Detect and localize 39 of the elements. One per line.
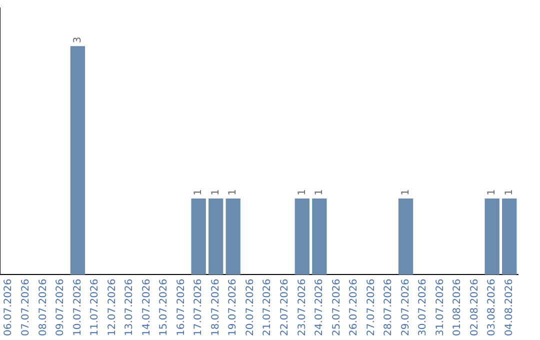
x-tick-label: 25.07.2026 [331,278,342,336]
x-tick-label: 04.08.2026 [504,278,515,336]
x-tick-label: 28.07.2026 [383,278,394,336]
x-tick-label: 24.07.2026 [314,278,326,336]
x-tick-label: 16.07.2026 [176,278,187,336]
x-tick-label: 20.07.2026 [244,278,256,336]
x-tick-label: 30.07.2026 [418,278,429,336]
x-tick-label: 08.07.2026 [38,278,49,336]
x-tick-label: 10.07.2026 [72,278,84,336]
x-tick-label: 31.07.2026 [434,278,446,336]
data-label: 1 [228,189,239,196]
data-label: 1 [314,189,326,196]
x-tick-label: 17.07.2026 [193,278,204,336]
x-tick-label: 27.07.2026 [366,278,377,336]
x-tick-label: 15.07.2026 [158,278,170,336]
data-label: 1 [193,189,204,196]
x-tick-label: 19.07.2026 [228,278,239,336]
x-tick-label: 03.08.2026 [486,278,498,336]
x-tick-label: 22.07.2026 [279,278,290,336]
x-tick-label: 14.07.2026 [141,278,152,336]
x-tick-label: 12.07.2026 [106,278,118,336]
data-label: 1 [296,189,308,196]
data-label: 1 [504,189,515,196]
x-tick-label: 29.07.2026 [400,278,412,336]
x-tick-label: 26.07.2026 [348,278,360,336]
x-tick-label: 09.07.2026 [55,278,66,336]
x-tick-label: 18.07.2026 [210,278,222,336]
data-label: 1 [210,189,222,196]
data-label: 1 [486,189,498,196]
data-label: 1 [400,189,412,196]
data-label: 3 [72,36,84,44]
x-tick-label: 23.07.2026 [296,278,308,336]
x-tick-label: 06.07.2026 [3,278,14,336]
x-tick-label: 02.08.2026 [469,278,480,336]
x-tick-label: 21.07.2026 [262,278,274,336]
x-tick-label: 13.07.2026 [124,278,136,336]
x-tick-label: 07.07.2026 [20,278,32,336]
x-tick-label: 11.07.2026 [90,278,101,336]
x-tick-label: 01.08.2026 [452,278,464,336]
